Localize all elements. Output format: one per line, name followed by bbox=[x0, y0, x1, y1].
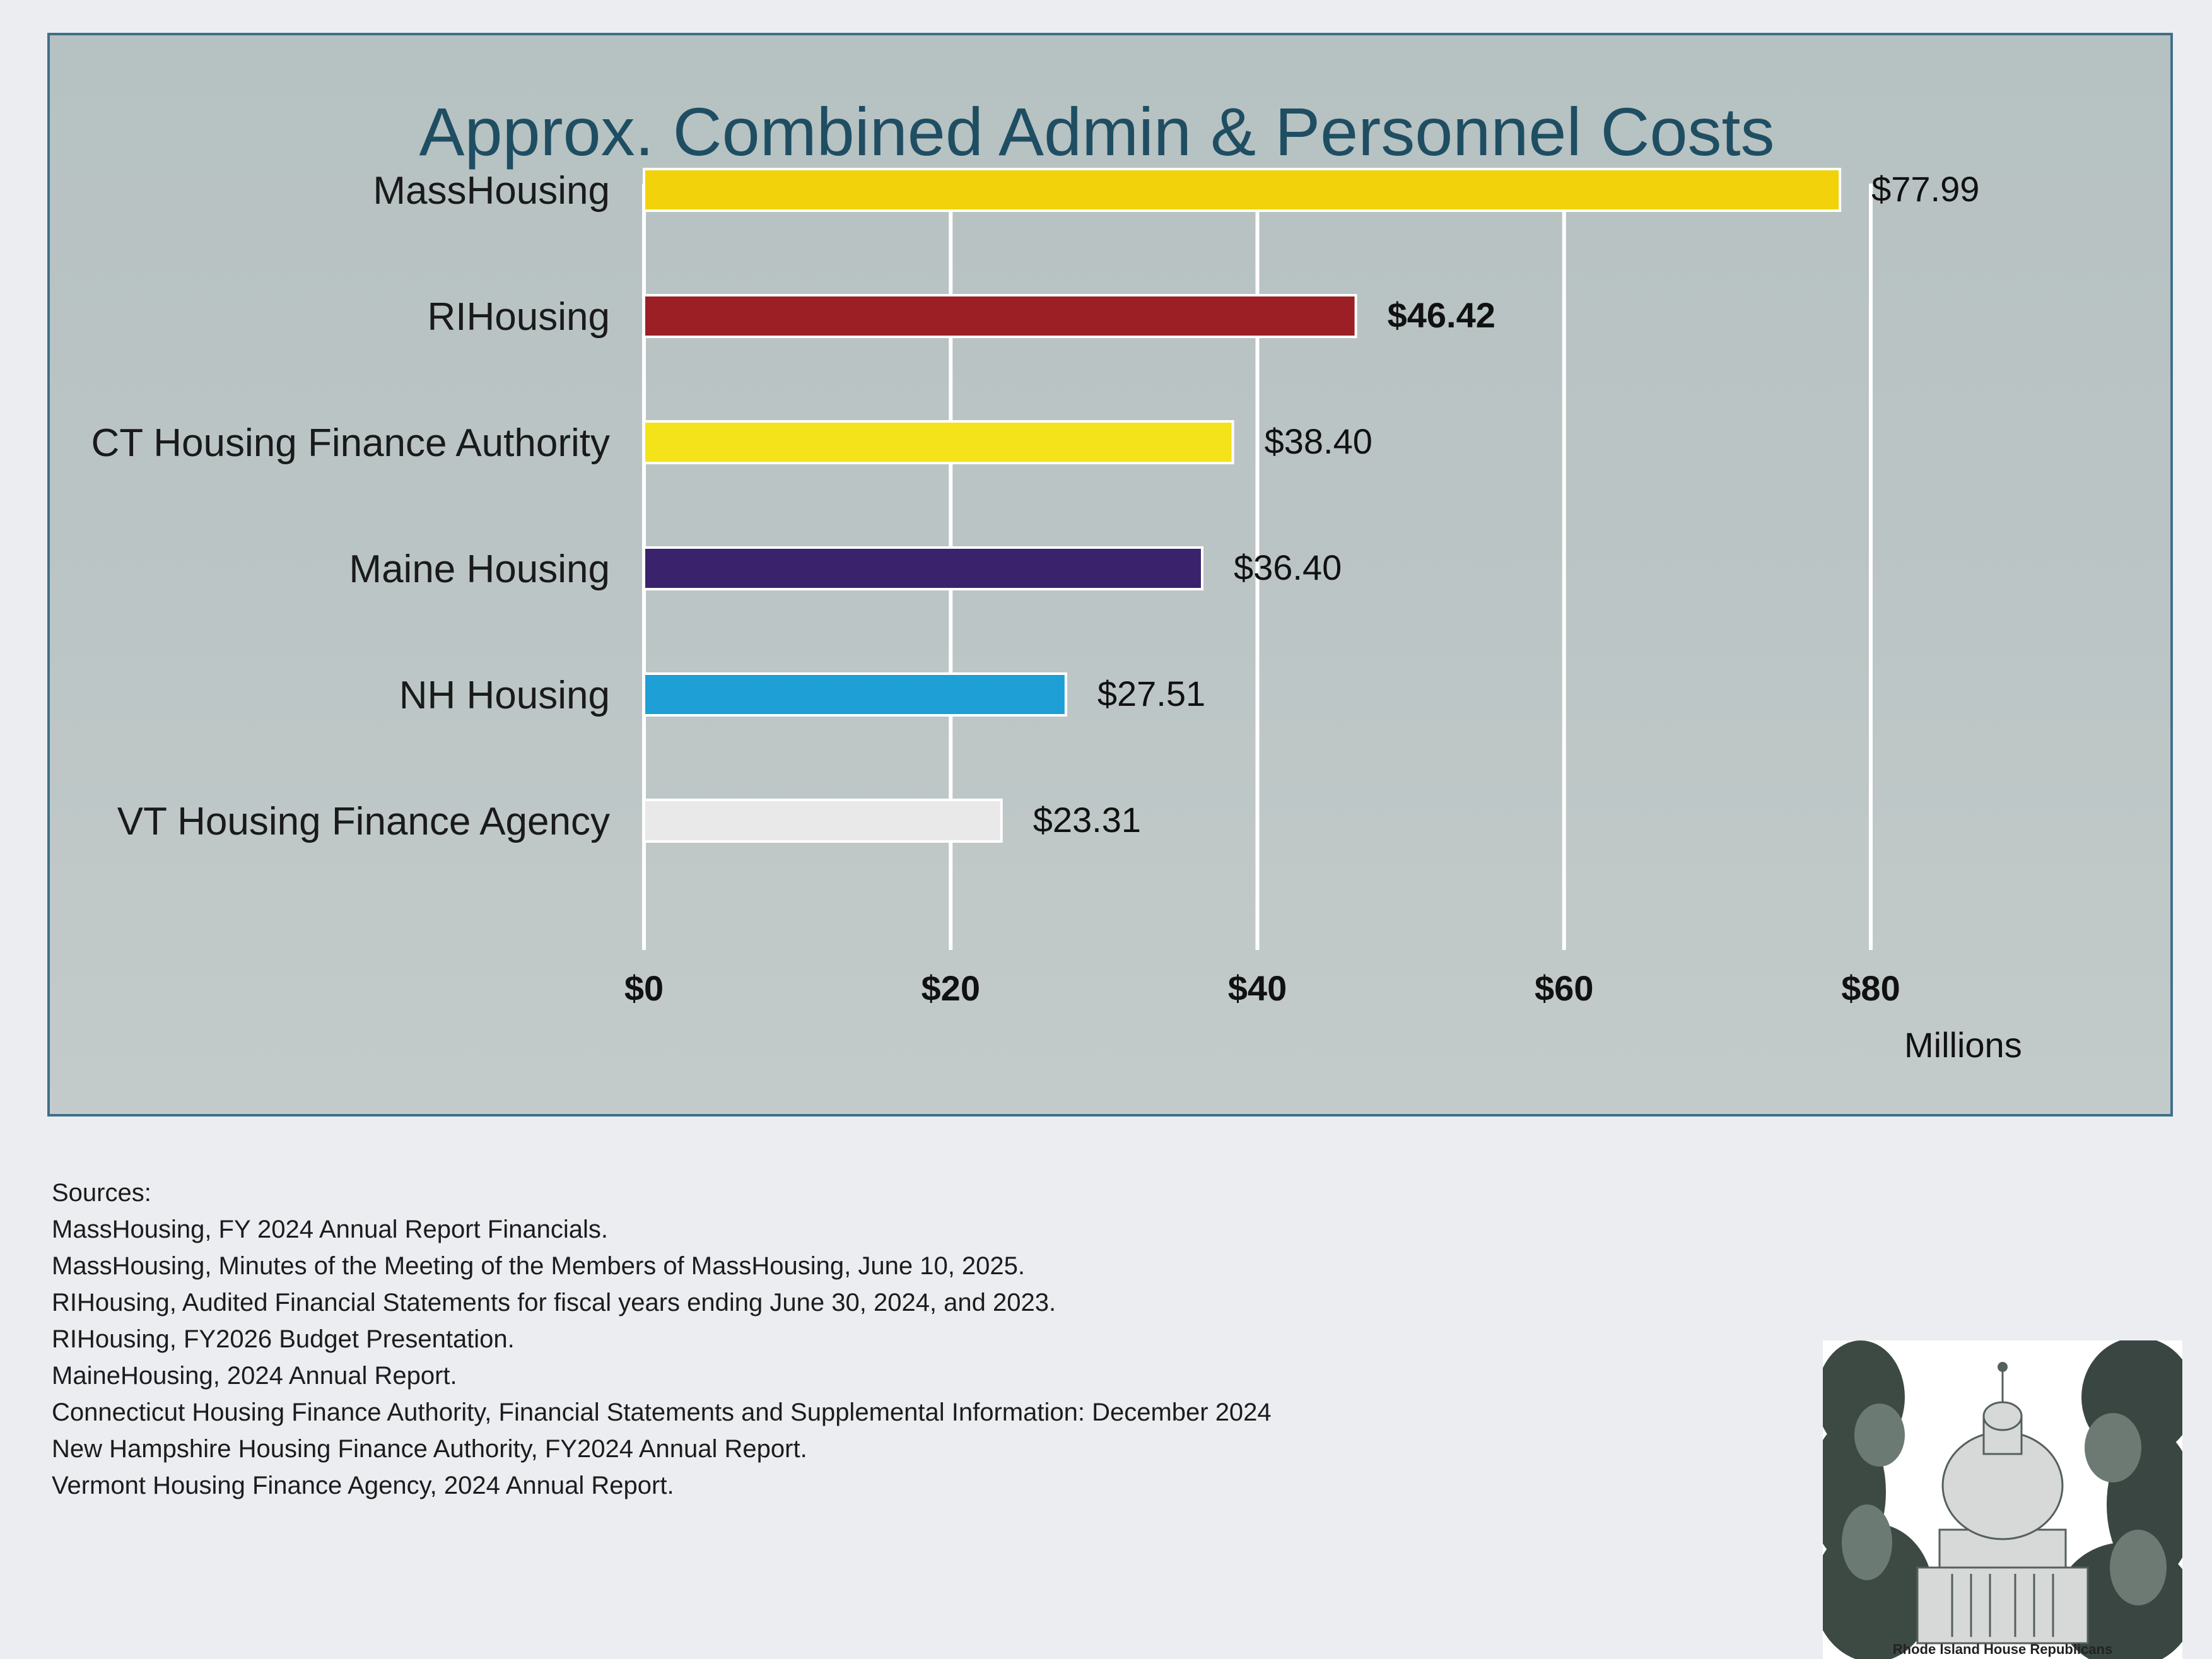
bar bbox=[643, 546, 1203, 590]
source-item: Connecticut Housing Finance Authority, F… bbox=[52, 1398, 1272, 1426]
x-tick-label: $60 bbox=[1535, 968, 1593, 1008]
bar bbox=[643, 672, 1067, 717]
x-tick-label: $40 bbox=[1228, 968, 1287, 1008]
bar bbox=[643, 168, 1842, 212]
source-item: MassHousing, Minutes of the Meeting of t… bbox=[52, 1252, 1026, 1280]
category-label: VT Housing Finance Agency bbox=[117, 800, 610, 843]
data-label: $77.99 bbox=[1871, 169, 1979, 209]
data-label: $23.31 bbox=[1033, 800, 1141, 840]
bar bbox=[643, 420, 1234, 464]
statehouse-illustration bbox=[1823, 1340, 2182, 1659]
category-label: CT Housing Finance Authority bbox=[91, 421, 611, 465]
bar bbox=[643, 799, 1003, 843]
category-label: RIHousing bbox=[428, 295, 610, 339]
x-tick-label: $80 bbox=[1841, 968, 1900, 1008]
category-label: MassHousing bbox=[373, 169, 610, 213]
x-tick-label: $0 bbox=[624, 968, 664, 1008]
bar bbox=[643, 294, 1357, 338]
statehouse-logo: Rhode Island House Republicans bbox=[1823, 1340, 2182, 1659]
logo-caption: Rhode Island House Republicans bbox=[1892, 1641, 2113, 1657]
source-item: MaineHousing, 2024 Annual Report. bbox=[52, 1362, 457, 1390]
source-item: RIHousing, Audited Financial Statements … bbox=[52, 1289, 1056, 1316]
source-item: RIHousing, FY2026 Budget Presentation. bbox=[52, 1325, 515, 1353]
category-label: Maine Housing bbox=[349, 548, 610, 591]
chart-title: Approx. Combined Admin & Personnel Costs bbox=[419, 93, 1774, 170]
category-label: NH Housing bbox=[399, 674, 610, 717]
data-label: $38.40 bbox=[1265, 421, 1372, 461]
chart-panel: Approx. Combined Admin & Personnel Costs… bbox=[47, 33, 2173, 1117]
source-item: Vermont Housing Finance Agency, 2024 Ann… bbox=[52, 1472, 674, 1499]
data-label: $27.51 bbox=[1097, 674, 1205, 713]
sources-block: Sources: MassHousing, FY 2024 Annual Rep… bbox=[52, 1175, 1439, 1504]
sources-heading: Sources: bbox=[52, 1179, 151, 1207]
x-axis-unit-label: Millions bbox=[1904, 1025, 2022, 1065]
data-label: $36.40 bbox=[1234, 548, 1342, 587]
source-item: New Hampshire Housing Finance Authority,… bbox=[52, 1435, 807, 1463]
source-item: MassHousing, FY 2024 Annual Report Finan… bbox=[52, 1216, 608, 1243]
x-tick-label: $20 bbox=[922, 968, 980, 1008]
data-label: $46.42 bbox=[1388, 295, 1495, 335]
bar-chart: Approx. Combined Admin & Personnel Costs… bbox=[91, 93, 2022, 1065]
